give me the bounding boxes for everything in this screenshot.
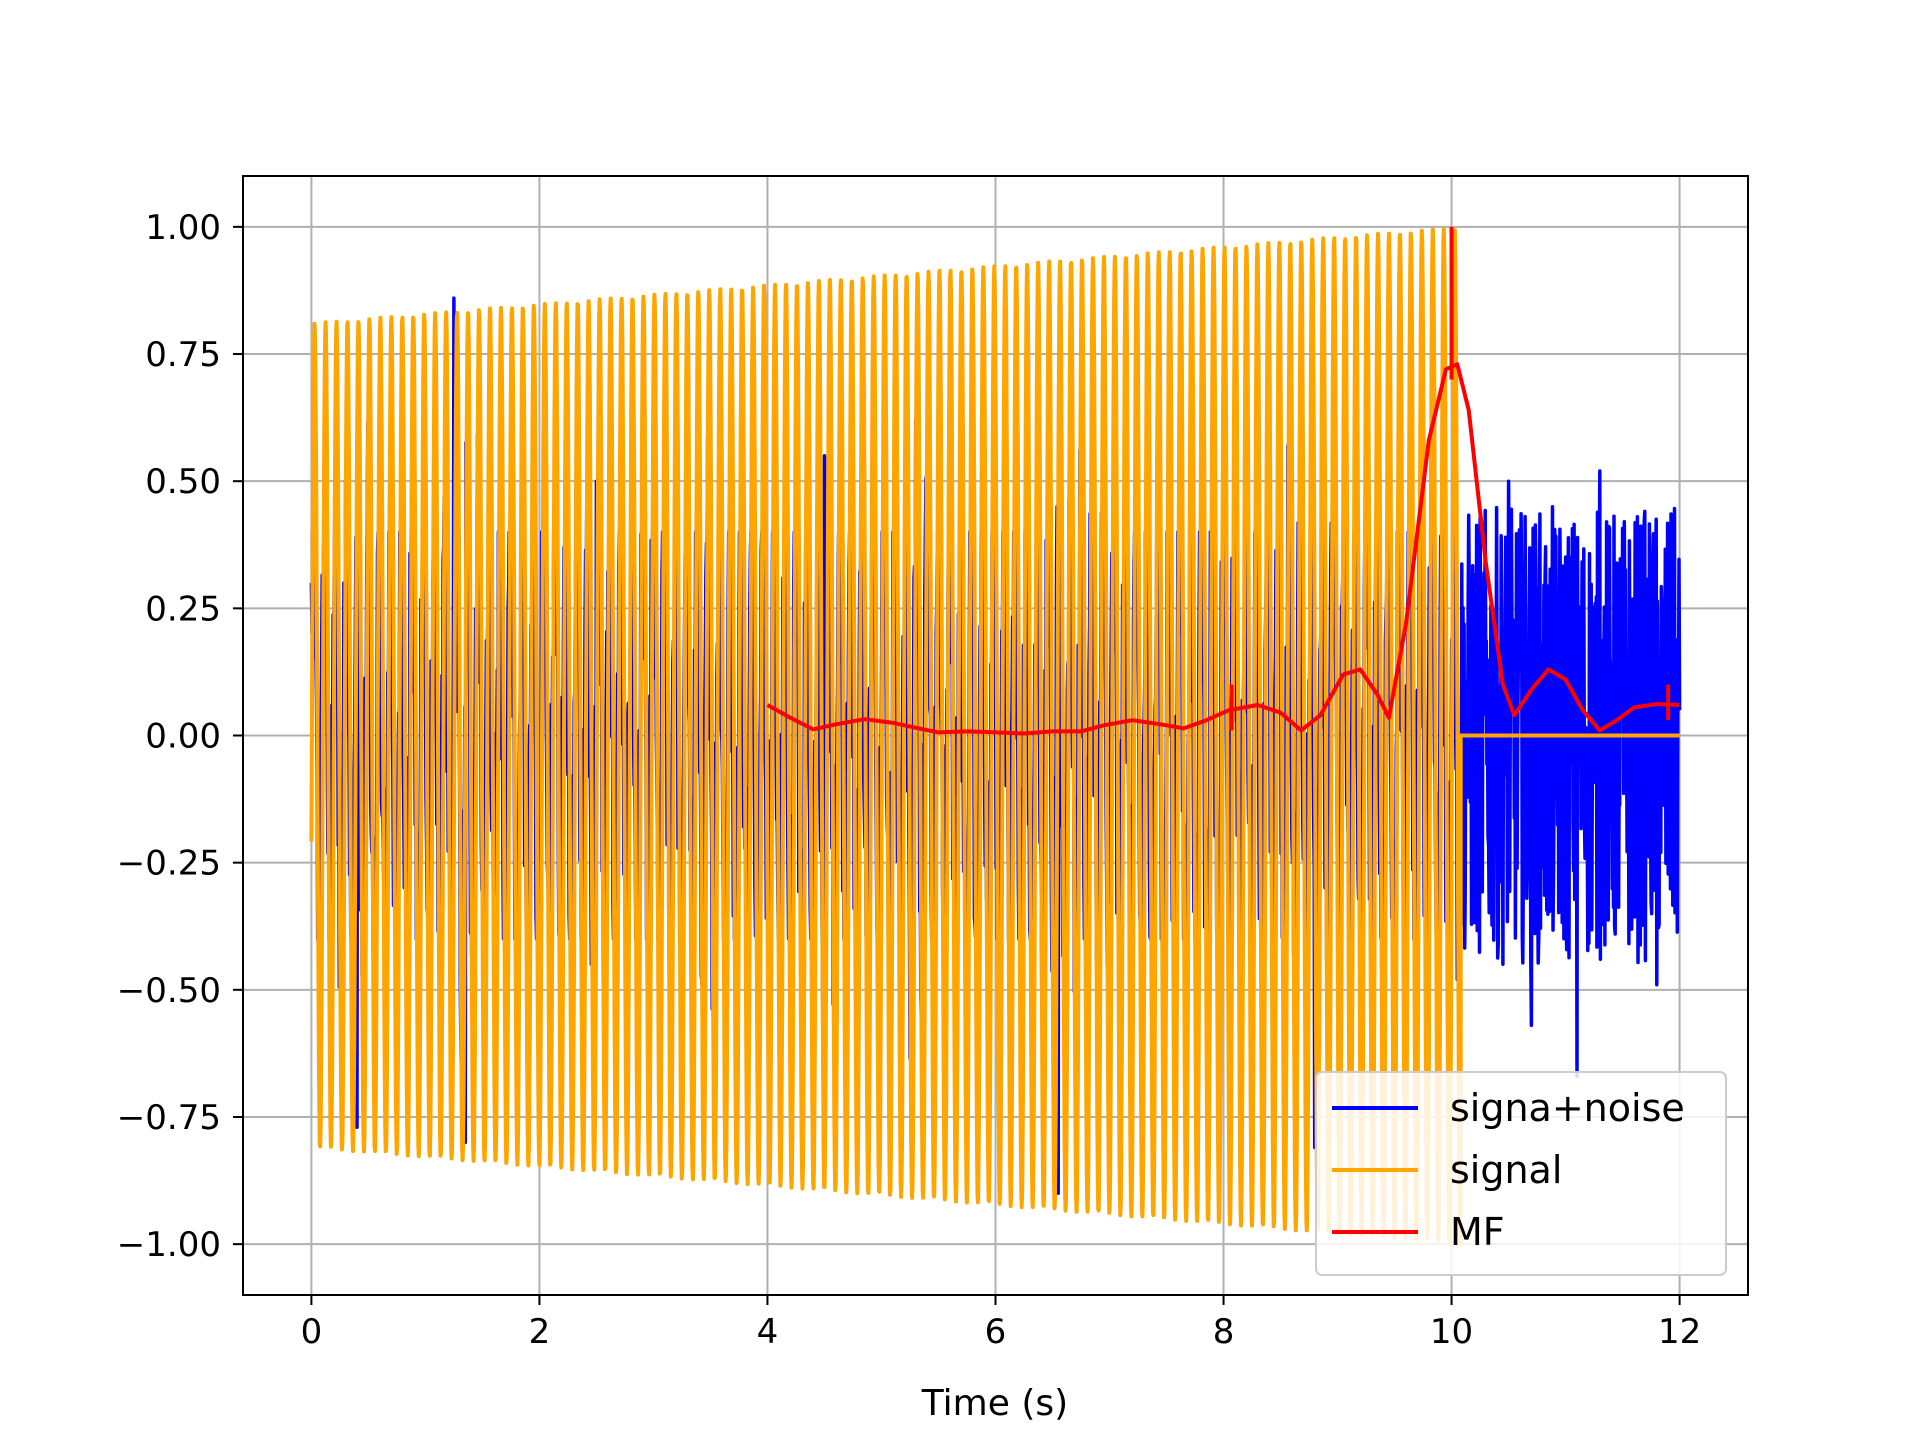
x-tick-label: 8	[1213, 1312, 1235, 1352]
x-tick-label: 6	[985, 1312, 1007, 1352]
legend: signa+noise signal MF	[1315, 1071, 1727, 1276]
y-tick-label: −0.50	[117, 971, 221, 1011]
y-tick-label: 0.00	[145, 717, 221, 757]
series-layer	[309, 226, 1682, 1247]
x-tick-label: 12	[1658, 1312, 1701, 1352]
x-tick-label: 10	[1430, 1312, 1473, 1352]
y-tick-label: −0.25	[117, 844, 221, 884]
y-tick-label: 0.75	[145, 335, 221, 375]
y-tick-label: 0.25	[145, 589, 221, 629]
mf-spikes	[1229, 226, 1671, 731]
x-axis-label: Time (s)	[921, 1383, 1068, 1424]
y-tick-label: −1.00	[117, 1225, 221, 1265]
legend-label-signa-noise: signa+noise	[1450, 1086, 1685, 1130]
y-tick-label: 0.50	[145, 462, 221, 502]
x-axis: 0 2 4 6 8 10 12	[301, 1295, 1701, 1352]
x-tick-label: 2	[529, 1312, 551, 1352]
y-tick-label: −0.75	[117, 1098, 221, 1138]
x-tick-label: 4	[757, 1312, 779, 1352]
legend-label-mf: MF	[1450, 1210, 1505, 1254]
legend-box	[1315, 1071, 1727, 1276]
x-tick-label: 0	[301, 1312, 323, 1352]
series-signal-line	[309, 227, 1680, 1247]
y-axis: −1.00 −0.75 −0.50 −0.25 0.00 0.25 0.50 0.75 1.00	[117, 208, 243, 1265]
series-mf-line	[766, 362, 1680, 736]
y-tick-label: 1.00	[145, 208, 221, 248]
legend-label-signal: signal	[1450, 1148, 1562, 1192]
